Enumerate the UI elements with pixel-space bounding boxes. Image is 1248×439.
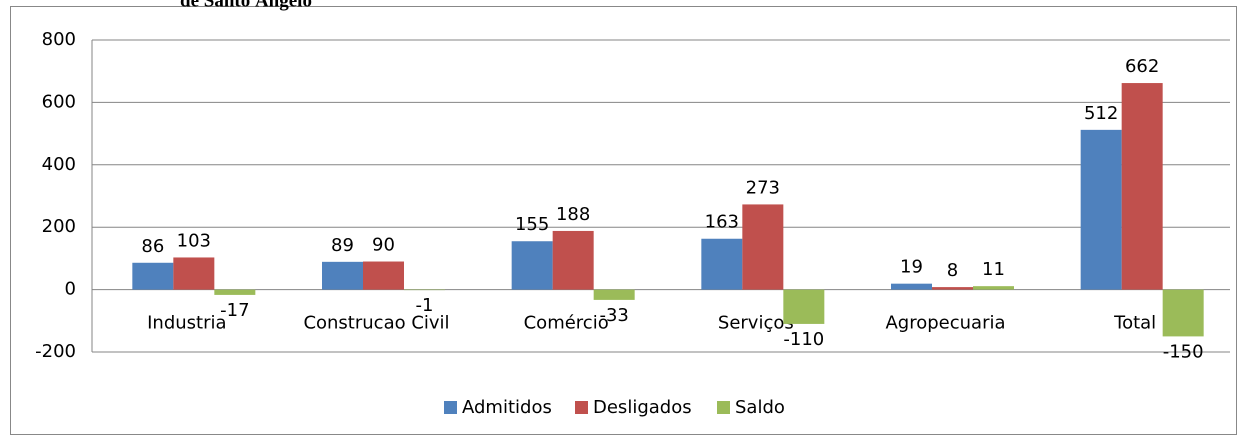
- bar: [932, 287, 973, 290]
- data-label: 512: [1084, 103, 1118, 124]
- x-tick-label: Serviços: [718, 313, 794, 334]
- bar: [322, 261, 363, 290]
- x-tick-label: Industria: [147, 313, 226, 334]
- bar: [552, 230, 594, 290]
- legend-label: Saldo: [735, 397, 785, 418]
- data-label: -150: [1163, 341, 1204, 362]
- bar: [891, 283, 932, 290]
- y-tick-label: 400: [42, 154, 76, 175]
- data-label: -1: [416, 295, 434, 316]
- data-label: 163: [705, 212, 739, 233]
- data-label: -33: [599, 305, 628, 326]
- bar: [214, 289, 256, 295]
- legend-swatch: [717, 401, 730, 414]
- bar: [173, 257, 215, 290]
- bar: [363, 261, 404, 290]
- data-label: 662: [1125, 56, 1159, 77]
- legend-label: Admitidos: [462, 397, 552, 418]
- y-tick-label: 600: [42, 91, 76, 112]
- bar: [742, 204, 784, 290]
- bar: [593, 289, 635, 300]
- data-label: -17: [220, 300, 249, 321]
- data-label: 89: [331, 235, 354, 256]
- y-tick-label: 0: [65, 279, 76, 300]
- data-label: 155: [515, 214, 549, 235]
- bar: [973, 286, 1014, 290]
- bar: [511, 241, 553, 290]
- bar: [1121, 83, 1163, 290]
- legend-swatch: [444, 401, 457, 414]
- data-label: 90: [372, 235, 395, 256]
- x-tick-label: Total: [1113, 313, 1156, 334]
- data-label: 273: [746, 177, 780, 198]
- chart-border: [10, 6, 1237, 435]
- bar: [404, 289, 445, 291]
- bar: [1080, 129, 1122, 290]
- data-label: 19: [900, 257, 923, 278]
- data-label: 188: [556, 204, 590, 225]
- bar: [783, 289, 825, 324]
- bar: [1162, 289, 1204, 337]
- bar: [701, 238, 743, 290]
- x-tick-label: Comércio: [524, 313, 609, 334]
- data-label: 11: [982, 259, 1005, 280]
- data-label: 8: [947, 260, 958, 281]
- y-tick-label: 200: [42, 216, 76, 237]
- data-label: 86: [141, 236, 164, 257]
- legend-label: Desligados: [593, 397, 692, 418]
- x-tick-label: Construcao Civil: [303, 313, 449, 334]
- bar: [132, 262, 174, 290]
- y-tick-label: 800: [42, 29, 76, 50]
- data-label: 103: [177, 230, 211, 251]
- y-tick-label: -200: [35, 341, 76, 362]
- x-tick-label: Agropecuaria: [885, 313, 1005, 334]
- chart-title: de Santo Ângelo: [180, 0, 312, 11]
- data-label: -110: [783, 329, 824, 350]
- legend-swatch: [575, 401, 588, 414]
